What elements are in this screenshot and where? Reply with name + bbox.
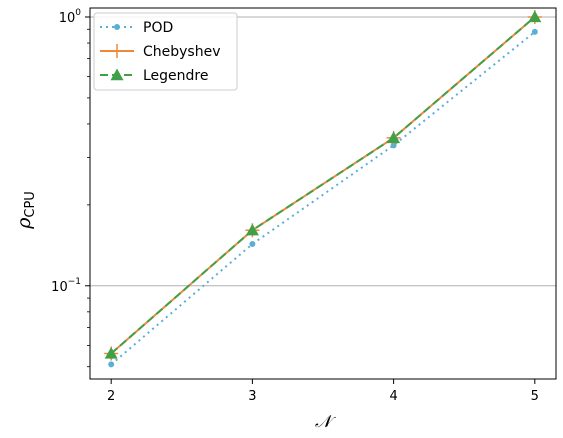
x-tick-label: 2 [107, 389, 115, 404]
y-axis-label-subscript: CPU [23, 191, 38, 217]
x-tick-label: 3 [248, 389, 256, 404]
legend-item: Legendre [100, 68, 209, 84]
legend: POD Chebyshev Legendre [93, 12, 238, 91]
series-line [110, 16, 536, 355]
marker-circle [108, 361, 115, 368]
y-tick-label-exponent: −1 [68, 277, 81, 287]
series-group [104, 9, 542, 368]
legend-item: POD [100, 20, 173, 36]
legend-box [93, 12, 238, 91]
marker-triangle [110, 68, 124, 81]
plot-frame [89, 7, 557, 380]
y-axis-label-symbol: ρ [13, 217, 35, 230]
marker-plus [110, 44, 124, 58]
legend-label: POD [143, 20, 173, 36]
marker-circle [390, 142, 397, 149]
y-tick-label-base: 10 [51, 280, 68, 295]
y-tick-label-exponent: 0 [75, 8, 81, 18]
y-tick-label: 10−1 [51, 277, 81, 295]
marker-circle [114, 24, 120, 30]
series-pod [108, 28, 538, 368]
y-tick-label: 100 [59, 8, 82, 26]
marker-triangle [387, 131, 401, 144]
series-line [110, 31, 536, 366]
marker-triangle [104, 346, 118, 359]
y-axis-label: ρCPU [13, 191, 38, 230]
marker-circle [249, 241, 256, 248]
x-axis-label: 𝒩 [315, 412, 337, 432]
legend-item: Chebyshev [100, 44, 221, 60]
x-tick-label: 5 [531, 389, 539, 404]
series-legendre [104, 10, 542, 359]
marker-circle [531, 28, 538, 35]
legend-label: Legendre [143, 68, 209, 84]
marker-triangle [245, 223, 259, 236]
y-tick-label-base: 10 [59, 11, 76, 26]
marker-triangle [528, 10, 542, 23]
x-tick-label: 4 [389, 389, 397, 404]
legend-label: Chebyshev [143, 44, 221, 60]
